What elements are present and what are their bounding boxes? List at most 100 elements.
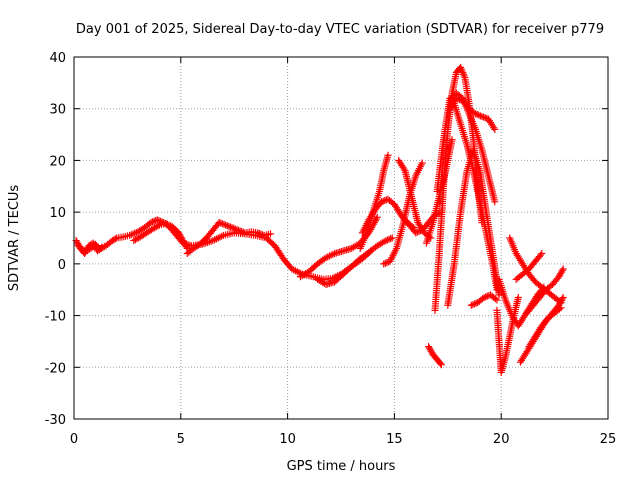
data-point bbox=[412, 229, 420, 237]
data-point bbox=[175, 229, 183, 237]
data-point bbox=[127, 231, 135, 239]
data-point bbox=[267, 230, 275, 238]
data-point bbox=[162, 220, 170, 228]
series-arc-19 bbox=[467, 291, 501, 309]
data-point bbox=[457, 65, 465, 73]
data-point bbox=[225, 222, 233, 230]
data-point bbox=[180, 238, 188, 246]
data-point bbox=[223, 222, 231, 230]
data-point bbox=[495, 291, 503, 299]
data-point bbox=[150, 217, 158, 225]
data-point bbox=[557, 297, 565, 305]
y-tick-label: 0 bbox=[58, 258, 66, 273]
data-point bbox=[485, 292, 493, 300]
data-point bbox=[380, 260, 388, 268]
data-point bbox=[82, 248, 90, 256]
data-point bbox=[456, 96, 464, 104]
data-point bbox=[476, 112, 484, 120]
data-point bbox=[482, 293, 490, 301]
data-point bbox=[452, 94, 460, 102]
x-tick-label: 15 bbox=[386, 432, 403, 447]
data-point bbox=[381, 259, 389, 267]
data-point bbox=[387, 235, 395, 243]
data-point bbox=[89, 239, 97, 247]
data-point bbox=[236, 227, 244, 235]
data-point bbox=[131, 229, 139, 237]
plot-frame bbox=[73, 56, 609, 420]
data-point bbox=[322, 254, 330, 262]
data-point bbox=[491, 295, 499, 303]
data-point bbox=[382, 237, 390, 245]
data-point bbox=[179, 237, 187, 245]
data-point bbox=[418, 159, 426, 167]
data-point bbox=[153, 216, 161, 224]
y-tick-label: -20 bbox=[45, 361, 66, 376]
data-point bbox=[459, 69, 467, 77]
data-point bbox=[557, 304, 565, 312]
data-point bbox=[426, 346, 434, 354]
data-point bbox=[111, 235, 119, 243]
data-point bbox=[178, 235, 186, 243]
y-axis-label: SDTVAR / TECUs bbox=[7, 185, 22, 292]
axis-ticks bbox=[73, 56, 609, 420]
data-point bbox=[473, 111, 481, 119]
data-point bbox=[469, 301, 477, 309]
data-point bbox=[413, 228, 421, 236]
data-point bbox=[490, 124, 498, 132]
data-point bbox=[257, 230, 265, 238]
data-point bbox=[559, 265, 567, 273]
data-point bbox=[129, 230, 137, 238]
data-point bbox=[459, 70, 467, 78]
data-point bbox=[558, 267, 566, 275]
data-point bbox=[220, 220, 228, 228]
x-tick-labels: 0 5 10 15 20 25 bbox=[70, 432, 616, 447]
x-tick-label: 25 bbox=[600, 432, 617, 447]
series-arc-24 bbox=[525, 304, 565, 351]
data-point bbox=[324, 253, 332, 261]
data-point bbox=[471, 300, 478, 308]
series-arc-2 bbox=[72, 237, 106, 258]
y-tick-label: 40 bbox=[49, 51, 66, 66]
data-point bbox=[555, 273, 563, 281]
data-point bbox=[400, 165, 408, 173]
data-point bbox=[557, 268, 565, 276]
y-tick-label: -30 bbox=[45, 413, 66, 428]
data-point bbox=[176, 230, 184, 238]
data-point bbox=[254, 229, 262, 237]
data-point bbox=[372, 215, 380, 223]
data-point bbox=[255, 229, 263, 237]
data-point bbox=[234, 226, 242, 234]
data-point bbox=[176, 232, 184, 240]
data-point bbox=[559, 293, 567, 301]
data-point bbox=[238, 228, 246, 236]
y-tick-label: 10 bbox=[49, 206, 66, 221]
data-point bbox=[472, 110, 480, 118]
data-point bbox=[385, 235, 393, 243]
data-point bbox=[154, 222, 162, 230]
data-point bbox=[378, 198, 386, 206]
data-point bbox=[458, 67, 466, 75]
grid bbox=[74, 57, 608, 419]
data-point bbox=[491, 198, 499, 206]
y-tick-label: 20 bbox=[49, 154, 66, 169]
x-tick-label: 0 bbox=[70, 432, 78, 447]
data-point bbox=[91, 242, 99, 250]
series-arc-4 bbox=[183, 218, 275, 258]
data-point bbox=[329, 250, 337, 258]
series-arc-7 bbox=[356, 151, 392, 252]
data-point bbox=[478, 112, 486, 120]
data-point bbox=[81, 250, 89, 258]
series-arc-25 bbox=[523, 265, 567, 317]
data-point bbox=[163, 220, 171, 228]
y-tick-labels: -30 -20 -10 0 10 20 30 40 bbox=[45, 51, 66, 428]
data-point bbox=[480, 293, 488, 301]
data-point bbox=[379, 197, 387, 205]
data-point bbox=[231, 225, 239, 233]
series-arc-6 bbox=[314, 234, 396, 289]
data-point bbox=[181, 241, 189, 249]
data-point bbox=[538, 250, 546, 258]
data-point bbox=[228, 224, 236, 232]
data-point bbox=[380, 238, 388, 246]
data-point bbox=[415, 228, 423, 236]
